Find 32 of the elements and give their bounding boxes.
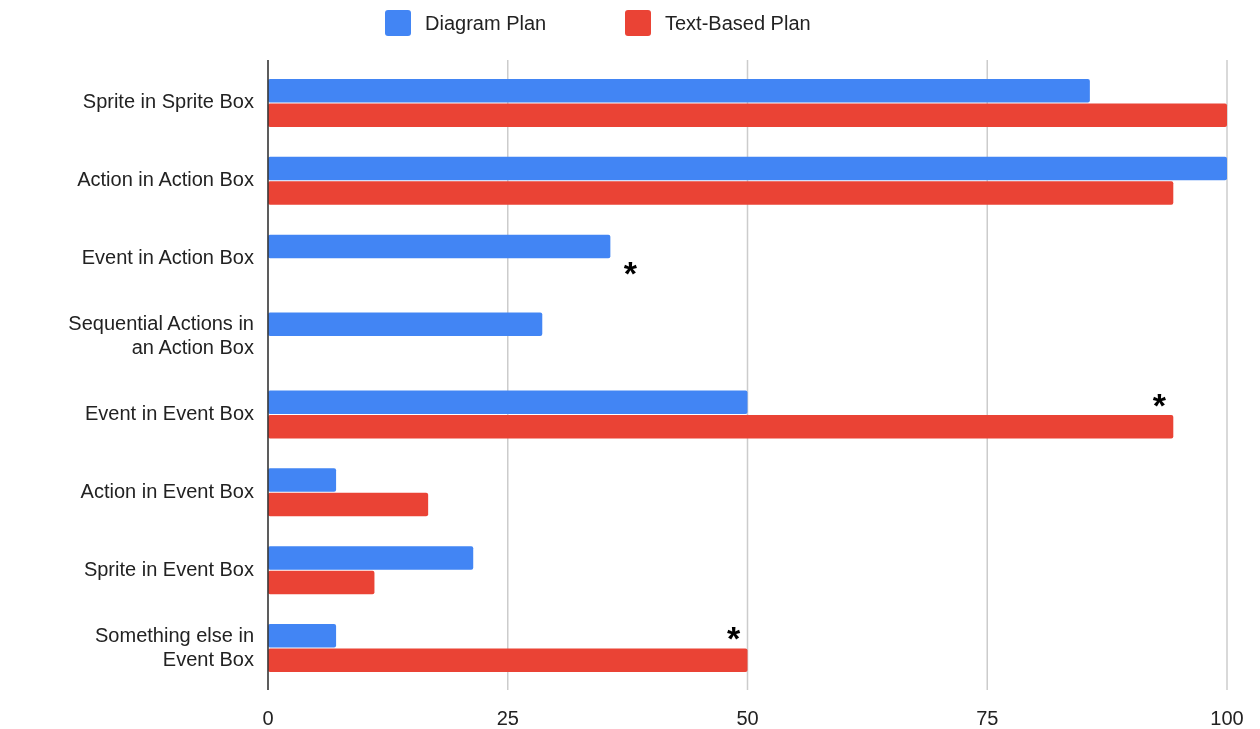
y-tick-label: Sprite in Event Box (83, 557, 254, 580)
y-tick-label: Event in Action Box (81, 246, 254, 269)
bar (268, 414, 1174, 439)
annotation: * (726, 619, 741, 658)
bar (268, 570, 375, 595)
bar (268, 624, 337, 648)
bar (268, 156, 1227, 181)
annotation: * (1152, 385, 1167, 424)
bar (268, 312, 543, 337)
y-tick-label: Sequential Actions in an Action Box (68, 312, 254, 359)
x-tick-label: 50 (736, 707, 759, 729)
x-tick-label: 0 (262, 707, 274, 729)
bar (268, 181, 1174, 205)
bar (268, 234, 611, 259)
bar (268, 78, 1090, 103)
legend-label: Text-Based Plan (665, 12, 811, 34)
bar (268, 390, 748, 414)
y-tick-label: Event in Event Box (85, 402, 254, 425)
y-tick-label: Action in Event Box (80, 480, 254, 503)
legend-label: Diagram Plan (425, 12, 547, 34)
bar (268, 492, 429, 517)
annotation: * (623, 254, 638, 293)
x-tick-label: 25 (496, 707, 519, 729)
bar (268, 468, 337, 492)
y-tick-label: Action in Action Box (77, 168, 254, 191)
bar (268, 648, 748, 673)
y-tick-label: Sprite in Sprite Box (82, 90, 254, 113)
bar (268, 546, 474, 570)
y-tick-label: Something else in Event Box (95, 623, 254, 670)
bar (268, 103, 1227, 127)
x-tick-label: 75 (976, 707, 999, 729)
x-tick-label: 100 (1210, 707, 1244, 729)
